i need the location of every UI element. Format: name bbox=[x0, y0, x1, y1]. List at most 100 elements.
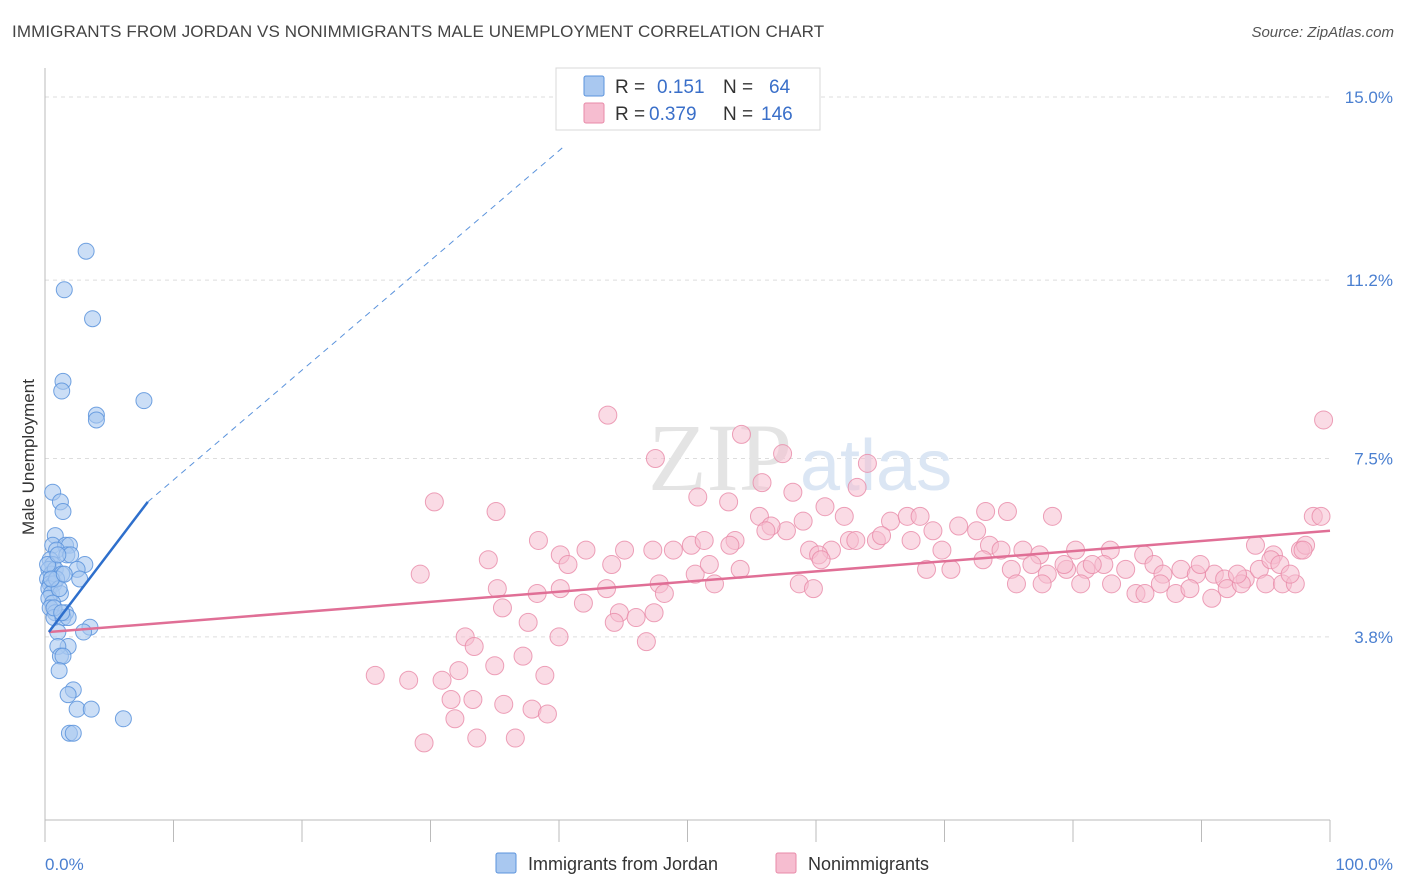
nonimmigrants-point bbox=[1311, 506, 1331, 526]
nonimmigrants-point bbox=[626, 608, 646, 628]
nonimmigrants-point bbox=[932, 540, 952, 560]
nonimmigrants-point bbox=[991, 540, 1011, 560]
nonimmigrants-point bbox=[704, 574, 724, 594]
nonimmigrants-point bbox=[643, 540, 663, 560]
nonimmigrants-point bbox=[467, 728, 487, 748]
jordan-point bbox=[75, 623, 93, 641]
jordan-trend-extension bbox=[147, 144, 566, 503]
nonimmigrants-point bbox=[663, 540, 683, 560]
nonimmigrants-point bbox=[535, 665, 555, 685]
nonimmigrants-point bbox=[901, 530, 921, 550]
nonimmigrants-point bbox=[463, 690, 483, 709]
stats-r-label-non: R = bbox=[615, 104, 645, 125]
nonimmigrants-point bbox=[1190, 555, 1210, 575]
nonimmigrants-point bbox=[694, 530, 714, 550]
nonimmigrants-point bbox=[793, 511, 813, 531]
nonimmigrants-point bbox=[1293, 540, 1313, 560]
jordan-trend-line bbox=[47, 501, 149, 633]
nonimmigrants-point bbox=[615, 540, 635, 560]
nonimmigrants-point bbox=[449, 661, 469, 681]
stats-legend: R = 0.151 N = 64 R = 0.379 N = 146 bbox=[555, 67, 821, 131]
nonimmigrants-point bbox=[645, 449, 665, 468]
nonimmigrants-point bbox=[997, 502, 1017, 522]
jordan-point bbox=[55, 565, 73, 583]
legend-swatch-jordan bbox=[495, 852, 517, 874]
nonimmigrants-point bbox=[1227, 564, 1247, 584]
nonimmigrants-point bbox=[872, 526, 892, 546]
nonimmigrants-point bbox=[1022, 555, 1042, 575]
nonimmigrants-point bbox=[910, 506, 930, 526]
y-tick-labels: 3.8% 7.5% 11.2% 15.0% bbox=[1345, 88, 1393, 647]
legend-label-non: Nonimmigrants bbox=[808, 854, 929, 874]
nonimmigrants-point bbox=[478, 550, 498, 570]
nonimmigrants-point bbox=[445, 709, 465, 729]
nonimmigrants-point bbox=[1042, 506, 1062, 526]
nonimmigrants-point bbox=[941, 559, 961, 579]
nonimmigrants-point bbox=[1135, 583, 1155, 603]
nonimmigrants-point bbox=[756, 521, 776, 541]
nonimmigrants-point bbox=[573, 593, 593, 613]
series-legend: Immigrants from Jordan Nonimmigrants bbox=[495, 852, 929, 874]
nonimmigrants-point bbox=[1032, 574, 1052, 594]
nonimmigrants-point bbox=[537, 704, 557, 724]
nonimmigrants-points bbox=[365, 405, 1334, 753]
nonimmigrants-point bbox=[720, 535, 740, 555]
nonimmigrants-point bbox=[811, 550, 831, 570]
nonimmigrants-point bbox=[1314, 410, 1334, 430]
nonimmigrants-point bbox=[485, 656, 505, 676]
nonimmigrants-point bbox=[424, 492, 444, 512]
nonimmigrants-point bbox=[441, 690, 461, 709]
nonimmigrants-point bbox=[685, 564, 705, 584]
nonimmigrants-point bbox=[518, 612, 538, 632]
axes bbox=[44, 68, 1331, 842]
nonimmigrants-point bbox=[1006, 574, 1026, 594]
nonimmigrants-point bbox=[513, 646, 533, 666]
jordan-point bbox=[53, 382, 71, 400]
jordan-point bbox=[87, 411, 105, 429]
nonimmigrants-point bbox=[410, 564, 430, 584]
nonimmigrants-point bbox=[494, 694, 514, 714]
nonimmigrants-point bbox=[1102, 574, 1122, 594]
x-tick-labels: 0.0% 100.0% bbox=[45, 855, 1393, 874]
nonimmigrants-point bbox=[558, 555, 578, 575]
nonimmigrants-point bbox=[598, 405, 618, 425]
stats-n-value-non: 146 bbox=[761, 104, 793, 125]
nonimmigrants-point bbox=[1245, 535, 1265, 555]
jordan-points bbox=[39, 242, 153, 742]
nonimmigrants-point bbox=[365, 665, 385, 685]
jordan-point bbox=[54, 503, 72, 521]
nonimmigrants-trend-line bbox=[48, 529, 1331, 634]
jordan-point bbox=[54, 647, 72, 665]
y-tick-label-1: 7.5% bbox=[1354, 450, 1393, 469]
jordan-point bbox=[59, 686, 77, 704]
nonimmigrants-point bbox=[967, 521, 987, 541]
x-tick-label-0: 0.0% bbox=[45, 855, 84, 874]
jordan-point bbox=[64, 724, 82, 742]
stats-swatch-non bbox=[583, 102, 605, 124]
stats-r-value-jordan: 0.151 bbox=[657, 77, 705, 98]
nonimmigrants-point bbox=[399, 670, 419, 690]
nonimmigrants-point bbox=[505, 728, 525, 748]
nonimmigrants-point bbox=[699, 555, 719, 575]
nonimmigrants-point bbox=[815, 497, 835, 517]
nonimmigrants-point bbox=[492, 598, 512, 618]
nonimmigrants-point bbox=[719, 492, 739, 512]
nonimmigrants-point bbox=[414, 733, 434, 753]
nonimmigrants-point bbox=[1054, 555, 1074, 575]
nonimmigrants-point bbox=[976, 502, 996, 522]
nonimmigrants-point bbox=[949, 516, 969, 536]
nonimmigrants-point bbox=[1082, 555, 1102, 575]
y-tick-label-3: 15.0% bbox=[1345, 88, 1393, 107]
y-tick-label-2: 11.2% bbox=[1346, 271, 1393, 290]
x-tick-label-1: 100.0% bbox=[1335, 855, 1393, 874]
jordan-point bbox=[135, 392, 153, 410]
nonimmigrants-point bbox=[917, 559, 937, 579]
nonimmigrants-point bbox=[731, 424, 751, 444]
jordan-point bbox=[55, 281, 73, 299]
nonimmigrants-point bbox=[1202, 588, 1222, 608]
nonimmigrants-point bbox=[1256, 574, 1276, 594]
nonimmigrants-point bbox=[803, 579, 823, 599]
nonimmigrants-point bbox=[783, 482, 803, 502]
nonimmigrants-point bbox=[773, 444, 793, 464]
